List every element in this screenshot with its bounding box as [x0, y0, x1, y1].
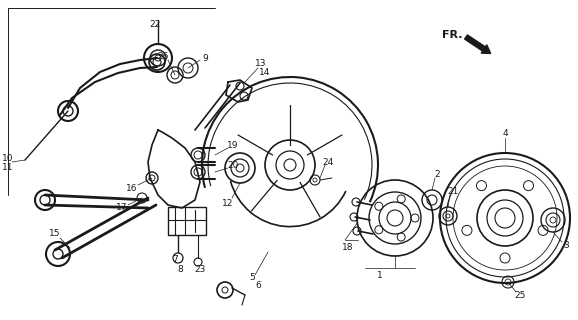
- Text: 18: 18: [342, 244, 354, 252]
- Text: 7: 7: [172, 255, 178, 265]
- Bar: [168, 207, 206, 235]
- FancyArrow shape: [465, 35, 491, 53]
- Text: 1: 1: [377, 270, 383, 279]
- Text: 26: 26: [157, 52, 169, 60]
- Text: 2: 2: [434, 170, 440, 179]
- Text: 6: 6: [255, 282, 261, 291]
- Text: 15: 15: [49, 229, 61, 238]
- Text: 11: 11: [2, 163, 14, 172]
- Text: 8: 8: [177, 266, 183, 275]
- Text: 10: 10: [2, 154, 14, 163]
- Text: 21: 21: [447, 188, 459, 196]
- Text: 16: 16: [126, 183, 138, 193]
- Text: 9: 9: [202, 53, 208, 62]
- Text: 23: 23: [194, 266, 206, 275]
- Text: FR.: FR.: [443, 30, 463, 40]
- Text: 4: 4: [502, 129, 508, 138]
- Text: 12: 12: [223, 198, 234, 207]
- Text: 14: 14: [260, 68, 271, 76]
- Text: 22: 22: [149, 20, 161, 28]
- Text: 13: 13: [255, 59, 267, 68]
- Text: 19: 19: [227, 140, 239, 149]
- Text: 24: 24: [323, 157, 334, 166]
- Text: 17: 17: [116, 204, 128, 212]
- Text: 25: 25: [514, 292, 525, 300]
- Text: 3: 3: [563, 242, 569, 251]
- Text: 20: 20: [227, 161, 239, 170]
- Circle shape: [173, 253, 183, 263]
- Text: 5: 5: [249, 274, 255, 283]
